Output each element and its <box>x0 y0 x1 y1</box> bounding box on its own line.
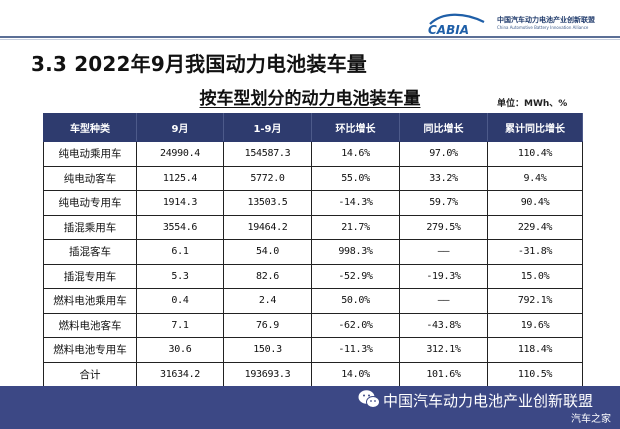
value-cell: 14.6% <box>311 141 400 167</box>
vehicle-type-cell: 纯电动专用车 <box>43 190 137 216</box>
value-cell: 229.4% <box>487 214 583 240</box>
table-row: 合计 31634.2 193693.3 14.0% 101.6% 110.5% <box>43 361 583 387</box>
value-cell: 118.4% <box>487 337 583 363</box>
table-title: 按车型划分的动力电池装车量 <box>199 89 421 109</box>
value-cell: 24990.4 <box>136 141 224 167</box>
value-cell: 0.4 <box>136 288 224 314</box>
unit-label: 单位：MWh、% <box>497 99 568 109</box>
value-cell: 5.3 <box>136 263 224 289</box>
footer-bar <box>0 386 620 429</box>
wechat-icon <box>358 390 380 408</box>
table-row: 插混客车 6.1 54.0 998.3% —— -31.8% <box>43 239 583 265</box>
value-cell: 998.3% <box>311 239 400 265</box>
logo-text-en: China Automotive Battery Innovation Alli… <box>497 25 589 30</box>
page-title: 3.3 2022年9月我国动力电池装车量 <box>31 52 367 76</box>
value-cell: -19.3% <box>399 263 488 289</box>
value-cell: —— <box>399 239 488 265</box>
value-cell: 97.0% <box>399 141 488 167</box>
value-cell: 13503.5 <box>223 190 312 216</box>
header-divider-thin <box>0 39 620 40</box>
column-header: 9月 <box>136 113 224 142</box>
value-cell: 15.0% <box>487 263 583 289</box>
value-cell: 312.1% <box>399 337 488 363</box>
table-row: 纯电动客车 1125.4 5772.0 55.0% 33.2% 9.4% <box>43 165 583 191</box>
value-cell: 54.0 <box>223 239 312 265</box>
column-header: 累计同比增长 <box>487 113 583 142</box>
value-cell: 76.9 <box>223 312 312 338</box>
vehicle-type-cell: 燃料电池客车 <box>43 312 137 338</box>
value-cell: 193693.3 <box>223 361 312 387</box>
value-cell: 31634.2 <box>136 361 224 387</box>
value-cell: 9.4% <box>487 165 583 191</box>
table-row: 插混专用车 5.3 82.6 -52.9% -19.3% 15.0% <box>43 263 583 289</box>
cabia-logo: CABIA 中国汽车动力电池产业创新联盟 China Automotive Ba… <box>424 10 620 36</box>
value-cell: 110.4% <box>487 141 583 167</box>
value-cell: 19464.2 <box>223 214 312 240</box>
vehicle-type-cell: 合计 <box>43 361 137 387</box>
value-cell: 150.3 <box>223 337 312 363</box>
vehicle-type-cell: 插混专用车 <box>43 263 137 289</box>
vehicle-type-cell: 插混客车 <box>43 239 137 265</box>
value-cell: 55.0% <box>311 165 400 191</box>
footer-organization-name: 中国汽车动力电池产业创新联盟 <box>383 392 594 410</box>
value-cell: -62.0% <box>311 312 400 338</box>
vehicle-type-cell: 纯电动乘用车 <box>43 141 137 167</box>
value-cell: 5772.0 <box>223 165 312 191</box>
column-header: 1-9月 <box>223 113 312 142</box>
value-cell: 90.4% <box>487 190 583 216</box>
svg-text:CABIA: CABIA <box>428 23 469 36</box>
value-cell: 21.7% <box>311 214 400 240</box>
value-cell: 82.6 <box>223 263 312 289</box>
value-cell: -52.9% <box>311 263 400 289</box>
value-cell: 1914.3 <box>136 190 224 216</box>
table-row: 燃料电池专用车 30.6 150.3 -11.3% 312.1% 118.4% <box>43 337 583 363</box>
battery-installation-table: 车型种类 9月 1-9月 环比增长 同比增长 累计同比增长 纯电动乘用车 2499… <box>43 113 583 387</box>
watermark: 汽车之家 <box>571 414 611 425</box>
table-header-row: 车型种类 9月 1-9月 环比增长 同比增长 累计同比增长 <box>43 113 583 142</box>
column-header: 车型种类 <box>43 113 137 142</box>
value-cell: 14.0% <box>311 361 400 387</box>
vehicle-type-cell: 燃料电池乘用车 <box>43 288 137 314</box>
value-cell: -43.8% <box>399 312 488 338</box>
vehicle-type-cell: 纯电动客车 <box>43 165 137 191</box>
value-cell: -11.3% <box>311 337 400 363</box>
value-cell: -31.8% <box>487 239 583 265</box>
value-cell: 33.2% <box>399 165 488 191</box>
value-cell: 6.1 <box>136 239 224 265</box>
header-divider <box>0 36 620 38</box>
value-cell: 7.1 <box>136 312 224 338</box>
value-cell: 50.0% <box>311 288 400 314</box>
table-row: 纯电动专用车 1914.3 13503.5 -14.3% 59.7% 90.4% <box>43 190 583 216</box>
column-header: 同比增长 <box>399 113 488 142</box>
value-cell: 1125.4 <box>136 165 224 191</box>
table-row: 纯电动乘用车 24990.4 154587.3 14.6% 97.0% 110.4% <box>43 141 583 167</box>
value-cell: 792.1% <box>487 288 583 314</box>
value-cell: -14.3% <box>311 190 400 216</box>
value-cell: 101.6% <box>399 361 488 387</box>
vehicle-type-cell: 燃料电池专用车 <box>43 337 137 363</box>
value-cell: 2.4 <box>223 288 312 314</box>
column-header: 环比增长 <box>311 113 400 142</box>
cabia-logo-icon: CABIA <box>428 13 485 36</box>
value-cell: 19.6% <box>487 312 583 338</box>
value-cell: —— <box>399 288 488 314</box>
value-cell: 59.7% <box>399 190 488 216</box>
logo-text-cn: 中国汽车动力电池产业创新联盟 <box>497 16 595 24</box>
value-cell: 30.6 <box>136 337 224 363</box>
table-row: 插混乘用车 3554.6 19464.2 21.7% 279.5% 229.4% <box>43 214 583 240</box>
value-cell: 279.5% <box>399 214 488 240</box>
value-cell: 3554.6 <box>136 214 224 240</box>
table-row: 燃料电池客车 7.1 76.9 -62.0% -43.8% 19.6% <box>43 312 583 338</box>
value-cell: 110.5% <box>487 361 583 387</box>
table-row: 燃料电池乘用车 0.4 2.4 50.0% —— 792.1% <box>43 288 583 314</box>
vehicle-type-cell: 插混乘用车 <box>43 214 137 240</box>
value-cell: 154587.3 <box>223 141 312 167</box>
